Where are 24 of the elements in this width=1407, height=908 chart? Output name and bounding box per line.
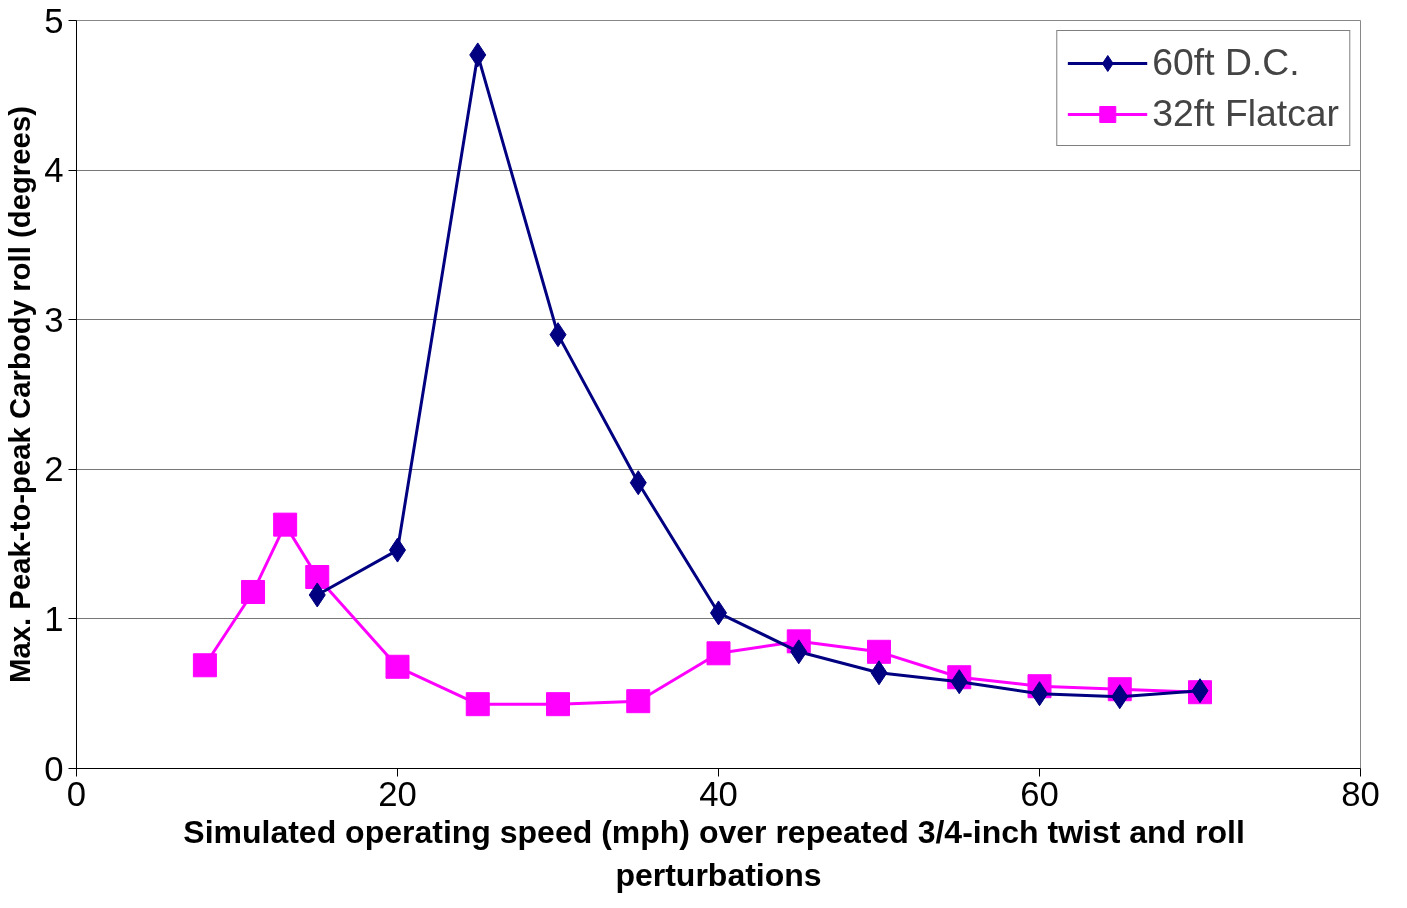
x-tick-label: 80 — [1341, 774, 1380, 813]
point — [385, 654, 410, 679]
point — [867, 639, 891, 664]
point — [626, 689, 651, 714]
point — [546, 692, 570, 717]
x-tick-label: 60 — [1020, 774, 1059, 813]
point — [465, 692, 490, 717]
legend-label: 32ft Flatcar — [1152, 92, 1339, 135]
y-tick-label: 3 — [44, 300, 64, 339]
point — [192, 653, 217, 678]
y-tick-label: 1 — [44, 599, 64, 638]
x-axis-title: Simulated operating speed (mph) over repeated 3/4-inch twist and roll perturbations — [183, 813, 1245, 893]
y-tick-label: 5 — [44, 1, 64, 40]
point — [305, 565, 330, 590]
point — [706, 641, 731, 666]
point — [273, 512, 298, 537]
legend-label: 60ft D.C. — [1152, 41, 1300, 84]
x-tick-label: 20 — [378, 774, 417, 813]
y-tick-label: 4 — [44, 151, 64, 190]
point — [241, 579, 266, 604]
y-tick-label: 0 — [44, 749, 64, 788]
y-axis-title: Max. Peak-to-peak Carbody roll (degrees) — [3, 106, 37, 683]
x-tick-label: 40 — [699, 774, 738, 813]
y-tick-label: 2 — [44, 450, 64, 489]
